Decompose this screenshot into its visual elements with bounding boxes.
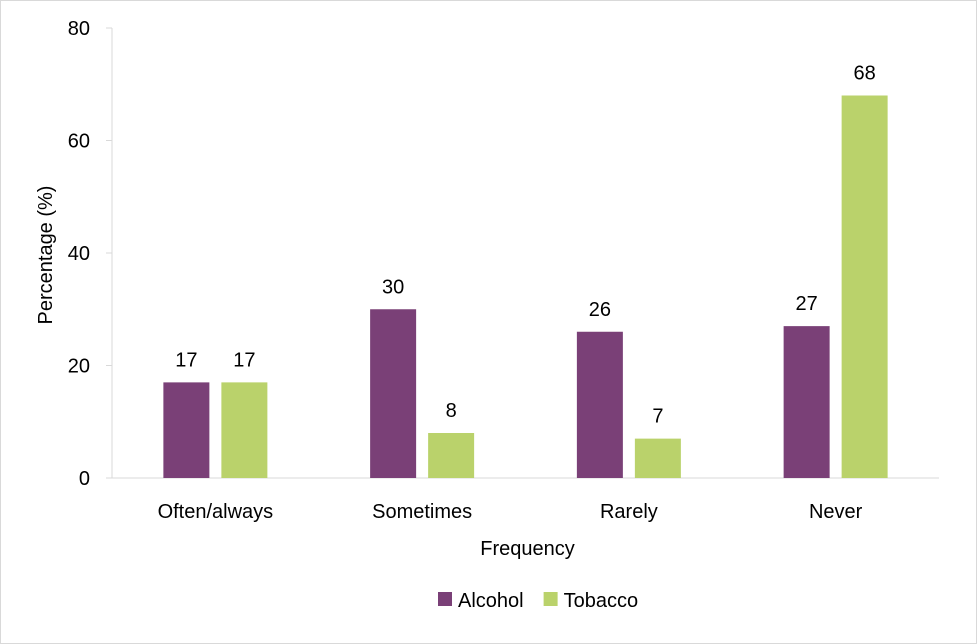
x-tick-label-sometimes: Sometimes <box>372 501 472 523</box>
legend-label-tobacco: Tobacco <box>564 590 639 612</box>
data-label-alcohol-rarely: 26 <box>589 299 611 321</box>
x-axis: Often/always Sometimes Rarely Never <box>112 477 939 523</box>
bar-tobacco-rarely <box>634 438 681 478</box>
x-tick-label-rarely: Rarely <box>600 501 658 523</box>
legend-label-alcohol: Alcohol <box>458 590 524 612</box>
y-axis-title: Percentage (%) <box>35 186 57 325</box>
x-axis-title: Frequency <box>480 538 575 560</box>
data-label-tobacco-rarely: 7 <box>652 406 663 428</box>
legend-swatch-tobacco <box>543 592 558 606</box>
legend-item-alcohol: Alcohol <box>438 590 524 612</box>
bar-tobacco-sometimes <box>428 433 475 478</box>
bar-alcohol-never <box>783 326 830 478</box>
bar-tobacco-never <box>841 95 888 478</box>
legend-item-tobacco: Tobacco <box>543 590 639 612</box>
data-label-tobacco-never: 68 <box>854 63 876 85</box>
bar-alcohol-rarely <box>576 331 623 478</box>
y-tick-label: 80 <box>68 18 90 40</box>
data-label-tobacco-sometimes: 8 <box>446 400 457 422</box>
data-labels: 17 17 30 8 26 7 27 68 <box>175 63 876 428</box>
x-tick-label-never: Never <box>809 501 863 523</box>
data-label-tobacco-often-always: 17 <box>233 349 255 371</box>
data-label-alcohol-often-always: 17 <box>175 349 197 371</box>
data-label-alcohol-never: 27 <box>796 293 818 315</box>
y-tick-label: 0 <box>79 468 90 490</box>
y-tick-label: 60 <box>68 131 90 153</box>
y-tick-label: 20 <box>68 356 90 378</box>
legend-swatch-alcohol <box>438 592 452 606</box>
y-axis: 0 20 40 60 80 <box>68 18 113 490</box>
bars <box>163 95 888 478</box>
bar-alcohol-sometimes <box>370 309 417 478</box>
x-tick-label-often-always: Often/always <box>158 501 274 523</box>
bar-tobacco-often-always <box>221 382 268 478</box>
y-tick-label: 40 <box>68 243 90 265</box>
bar-alcohol-often-always <box>163 382 210 478</box>
data-label-alcohol-sometimes: 30 <box>382 276 404 298</box>
legend: Alcohol Tobacco <box>438 590 638 612</box>
